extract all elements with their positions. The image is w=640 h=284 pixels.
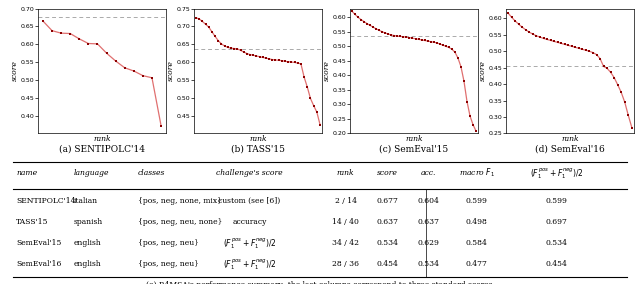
Text: (e) B4MSA's performance summary; the last columns correspond to three standard s: (e) B4MSA's performance summary; the las… xyxy=(145,281,495,284)
Text: english: english xyxy=(74,260,101,268)
Y-axis label: score: score xyxy=(479,60,487,82)
Text: 0.599: 0.599 xyxy=(546,197,568,204)
Text: classes: classes xyxy=(138,169,165,177)
Text: 34 / 42: 34 / 42 xyxy=(332,239,359,247)
Text: english: english xyxy=(74,239,101,247)
Text: (d) SemEval'16: (d) SemEval'16 xyxy=(535,145,605,154)
Text: TASS'15: TASS'15 xyxy=(16,218,49,226)
Text: 0.454: 0.454 xyxy=(376,260,398,268)
Y-axis label: score: score xyxy=(11,60,19,82)
Text: accuracy: accuracy xyxy=(232,218,267,226)
Text: 0.697: 0.697 xyxy=(546,218,568,226)
X-axis label: rank: rank xyxy=(405,135,423,143)
Text: challenge's score: challenge's score xyxy=(216,169,283,177)
Text: 0.534: 0.534 xyxy=(376,239,398,247)
Text: {pos, neg, neu}: {pos, neg, neu} xyxy=(138,239,198,247)
Text: 0.637: 0.637 xyxy=(376,218,398,226)
Text: SemEval'15: SemEval'15 xyxy=(16,239,61,247)
Text: macro $F_1$: macro $F_1$ xyxy=(459,167,495,179)
Text: 0.477: 0.477 xyxy=(466,260,488,268)
Text: (b) TASS'15: (b) TASS'15 xyxy=(231,145,285,154)
Text: language: language xyxy=(74,169,109,177)
Text: 0.584: 0.584 xyxy=(466,239,488,247)
Text: 0.629: 0.629 xyxy=(418,239,440,247)
Y-axis label: score: score xyxy=(323,60,331,82)
Text: 0.534: 0.534 xyxy=(546,239,568,247)
X-axis label: rank: rank xyxy=(249,135,267,143)
Text: 0.454: 0.454 xyxy=(546,260,568,268)
Text: acc.: acc. xyxy=(421,169,436,177)
Text: {pos, neg, neu, none}: {pos, neg, neu, none} xyxy=(138,218,222,226)
Text: {pos, neg, none, mix}: {pos, neg, none, mix} xyxy=(138,197,221,204)
Text: {pos, neg, neu}: {pos, neg, neu} xyxy=(138,260,198,268)
Text: 0.677: 0.677 xyxy=(376,197,398,204)
X-axis label: rank: rank xyxy=(561,135,579,143)
Text: 0.637: 0.637 xyxy=(418,218,440,226)
Text: 14 / 40: 14 / 40 xyxy=(332,218,359,226)
Text: custom (see [6]): custom (see [6]) xyxy=(218,197,281,204)
Text: $(F_1^{pos}+F_1^{neg})/2$: $(F_1^{pos}+F_1^{neg})/2$ xyxy=(223,257,276,272)
Text: 28 / 36: 28 / 36 xyxy=(332,260,359,268)
Text: (c) SemEval'15: (c) SemEval'15 xyxy=(380,145,449,154)
Text: $(F_1^{pos}+F_1^{neg})/2$: $(F_1^{pos}+F_1^{neg})/2$ xyxy=(530,166,584,181)
Text: SemEval'16: SemEval'16 xyxy=(16,260,61,268)
Text: 0.604: 0.604 xyxy=(418,197,440,204)
Text: 2 / 14: 2 / 14 xyxy=(335,197,356,204)
Text: score: score xyxy=(377,169,397,177)
Text: spanish: spanish xyxy=(74,218,103,226)
Text: (a) SENTIPOLC'14: (a) SENTIPOLC'14 xyxy=(59,145,145,154)
Y-axis label: score: score xyxy=(167,60,175,82)
Text: rank: rank xyxy=(337,169,355,177)
Text: SENTIPOLC'14: SENTIPOLC'14 xyxy=(16,197,76,204)
Text: 0.534: 0.534 xyxy=(418,260,440,268)
Text: $(F_1^{pos}+F_1^{neg})/2$: $(F_1^{pos}+F_1^{neg})/2$ xyxy=(223,236,276,250)
Text: 0.599: 0.599 xyxy=(466,197,488,204)
X-axis label: rank: rank xyxy=(93,135,111,143)
Text: italian: italian xyxy=(74,197,98,204)
Text: name: name xyxy=(16,169,37,177)
Text: 0.498: 0.498 xyxy=(466,218,488,226)
